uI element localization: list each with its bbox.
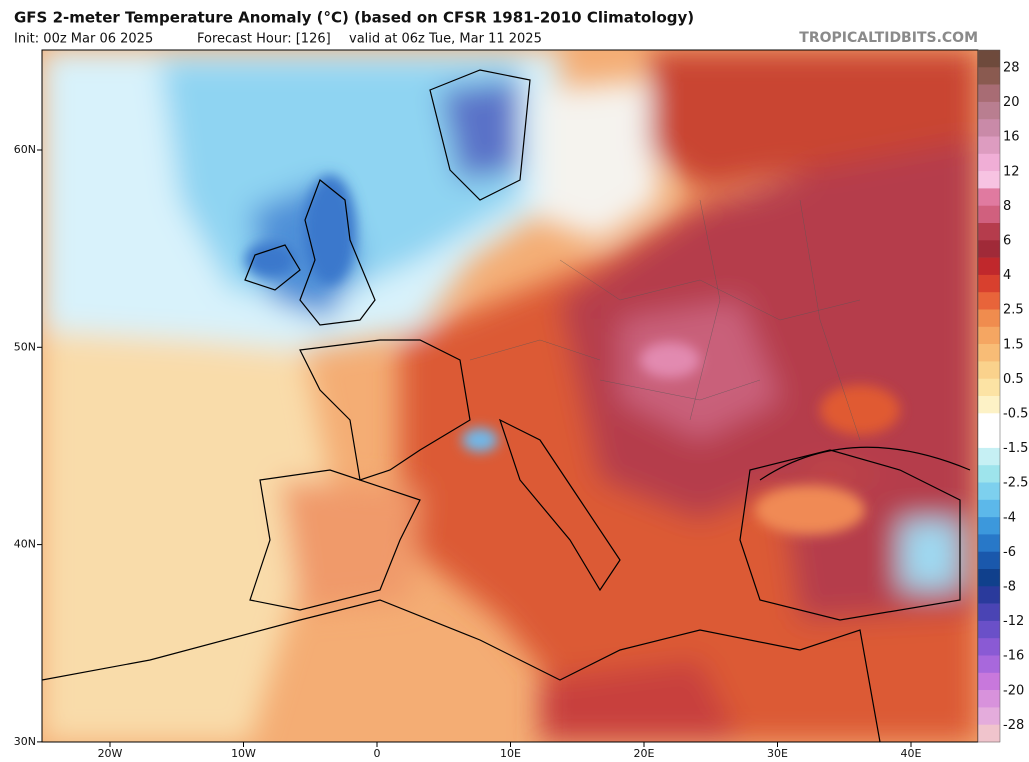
colorbar-segment <box>978 223 1000 241</box>
map-field <box>42 50 978 742</box>
lat-label: 30N <box>14 735 36 748</box>
colorbar-label: -0.5 <box>1003 407 1028 422</box>
colorbar-segment <box>978 171 1000 189</box>
lon-label: 0 <box>374 747 381 760</box>
lon-label: 20E <box>634 747 655 760</box>
colorbar-segment <box>978 378 1000 397</box>
colorbar-label: 2.5 <box>1003 303 1024 318</box>
coastlines <box>42 69 971 742</box>
colorbar-segment <box>978 482 1000 501</box>
colorbar-label: -28 <box>1003 718 1024 733</box>
lat-label: 50N <box>14 340 36 353</box>
colorbar-segment <box>978 67 1000 85</box>
colorbar-label: 6 <box>1003 234 1011 249</box>
colorbar: 28 20 16 12 8 6 4 2.5 1.5 0.5 -0.5 -1.5 -2.5 -4 -6 -8 -1… <box>977 49 1028 743</box>
colorbar-segment <box>978 569 1000 587</box>
colorbar-segment <box>978 707 1000 725</box>
colorbar-label: 20 <box>1003 95 1020 110</box>
colorbar-segment <box>978 119 1000 137</box>
colorbar-label: 1.5 <box>1003 337 1024 352</box>
colorbar-segment <box>978 465 1000 483</box>
colorbar-segment <box>978 50 1000 68</box>
lat-label: 60N <box>14 143 36 156</box>
colorbar-segment <box>978 586 1000 604</box>
colorbar-label: -16 <box>1003 649 1024 664</box>
colorbar-label: 8 <box>1003 199 1011 214</box>
colorbar-label: 28 <box>1003 61 1020 76</box>
lat-label: 40N <box>14 538 36 551</box>
colorbar-segment <box>978 153 1000 172</box>
colorbar-segment <box>978 240 1000 258</box>
colorbar-segment <box>978 672 1000 691</box>
colorbar-segment <box>978 620 1000 639</box>
colorbar-segment <box>978 724 1000 743</box>
colorbar-label: -8 <box>1003 580 1016 595</box>
colorbar-segment <box>978 361 1000 379</box>
colorbar-segment <box>978 655 1000 674</box>
lon-label: 30E <box>767 747 788 760</box>
lon-label: 40E <box>901 747 922 760</box>
colorbar-segment <box>978 136 1000 155</box>
title: GFS 2-meter Temperature Anomaly (°C) (ba… <box>14 9 694 27</box>
colorbar-segment <box>978 551 1000 570</box>
colorbar-label: 4 <box>1003 268 1011 283</box>
colorbar-segment <box>978 188 1000 206</box>
colorbar-segment <box>978 517 1000 535</box>
colorbar-segment <box>978 274 1000 293</box>
colorbar-segment <box>978 690 1000 708</box>
lon-label: 20W <box>98 747 123 760</box>
valid-time: valid at 06z Tue, Mar 11 2025 <box>349 32 542 47</box>
colorbar-label: -20 <box>1003 683 1024 698</box>
colorbar-segment <box>978 205 1000 224</box>
colorbar-segment <box>978 101 1000 120</box>
colorbar-segment <box>978 292 1000 310</box>
colorbar-segment <box>978 84 1000 103</box>
watermark: TROPICALTIDBITS.COM <box>799 30 978 46</box>
colorbar-segment <box>978 413 1000 431</box>
colorbar-segment <box>978 447 1000 466</box>
colorbar-segment <box>978 396 1000 414</box>
lon-label: 10E <box>500 747 521 760</box>
colorbar-segment <box>978 430 1000 449</box>
colorbar-label: -2.5 <box>1003 476 1028 491</box>
lon-label: 10W <box>231 747 256 760</box>
colorbar-segment <box>978 344 1000 362</box>
colorbar-label: -12 <box>1003 614 1024 629</box>
colorbar-segment <box>978 638 1000 656</box>
colorbar-label: -1.5 <box>1003 441 1028 456</box>
axis-ticks: 60N 50N 40N 30N 20W 10W 0 10E 20E 30E 40E <box>14 143 922 760</box>
colorbar-label: -4 <box>1003 510 1016 525</box>
forecast-hour: Forecast Hour: [126] <box>197 32 331 47</box>
colorbar-label: 12 <box>1003 164 1020 179</box>
init-time: Init: 00z Mar 06 2025 <box>14 32 153 47</box>
colorbar-segment <box>978 326 1000 345</box>
colorbar-segment <box>978 534 1000 552</box>
colorbar-label: 0.5 <box>1003 372 1024 387</box>
colorbar-segment <box>978 603 1000 622</box>
colorbar-segment <box>978 309 1000 328</box>
colorbar-segment <box>978 257 1000 276</box>
colorbar-label: -6 <box>1003 545 1016 560</box>
colorbar-segment <box>978 499 1000 518</box>
colorbar-frame <box>977 49 1001 743</box>
colorbar-label: 16 <box>1003 130 1020 145</box>
